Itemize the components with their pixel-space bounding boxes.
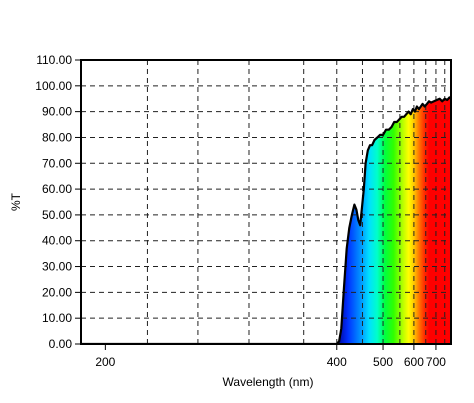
x-tick-label: 500 [373, 355, 393, 369]
plot-frame [80, 59, 452, 345]
spectrum-fill-layer [81, 97, 451, 344]
y-axis-label: %T [9, 192, 23, 211]
grid [81, 60, 451, 344]
y-tick-label: 10.00 [42, 311, 72, 325]
y-tick-label: 70.00 [42, 156, 72, 170]
y-tick-label: 90.00 [42, 105, 72, 119]
x-tick-label: 700 [426, 355, 446, 369]
transmittance-line [81, 96, 451, 344]
y-tick-label: 20.00 [42, 285, 72, 299]
y-tick-label: 110.00 [36, 53, 72, 67]
y-tick-label: 0.00 [49, 337, 73, 351]
y-axis: 0.00 10.00 20.00 30.00 40.00 50.00 60.00 70.00 8… [35, 53, 81, 351]
y-tick-label: 60.00 [42, 182, 72, 196]
y-tick-label: 80.00 [42, 130, 72, 144]
x-axis-label: Wavelength (nm) [223, 375, 314, 389]
x-tick-label: 400 [327, 355, 347, 369]
y-tick-label: 30.00 [42, 260, 72, 274]
transmittance-area [81, 97, 451, 344]
x-tick-label: 200 [95, 355, 115, 369]
y-tick-label: 40.00 [42, 234, 72, 248]
x-tick-label: 600 [404, 355, 424, 369]
y-tick-label: 100.00 [35, 79, 72, 93]
y-tick-label: 50.00 [42, 208, 72, 222]
x-axis: 200 400 500 600 700 [95, 344, 446, 369]
curve-layer [81, 96, 451, 344]
